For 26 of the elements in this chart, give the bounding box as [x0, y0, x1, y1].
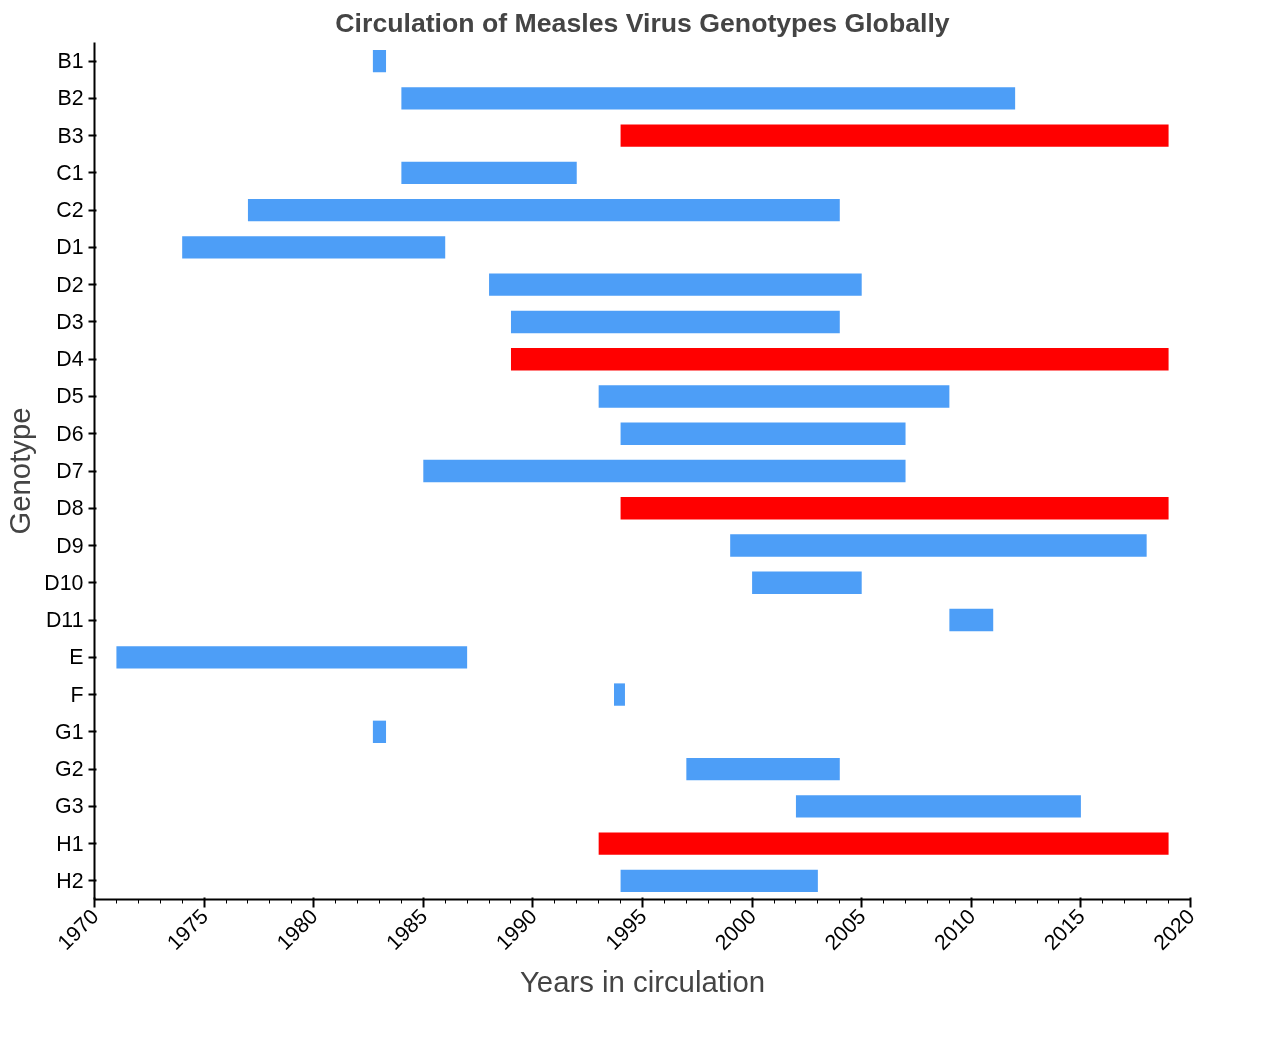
y-tick-label: D7: [56, 459, 84, 483]
y-tick-label: D10: [44, 570, 84, 595]
y-tick-label: C1: [56, 160, 84, 185]
y-axis-title: Genotype: [3, 407, 37, 535]
y-tick-label: D1: [56, 235, 84, 260]
y-tick-label: B1: [57, 49, 84, 74]
y-tick-label: E: [69, 645, 84, 670]
y-tick-label: D3: [56, 309, 84, 334]
y-tick-label: B2: [57, 86, 84, 111]
y-tick-label: H2: [56, 868, 84, 893]
y-tick-label: D5: [56, 384, 84, 409]
y-tick-label: B3: [57, 123, 84, 148]
x-axis-title: Years in circulation: [519, 964, 766, 998]
y-tick-label: C2: [56, 198, 84, 223]
y-tick-label: D8: [56, 496, 84, 521]
y-tick-label: D6: [56, 421, 84, 446]
y-tick-label: G2: [55, 757, 84, 782]
y-tick-label: H1: [56, 831, 84, 856]
y-tick-label: D9: [56, 533, 84, 558]
chart-title: Circulation of Measles Virus Genotypes Globally: [335, 7, 950, 38]
y-tick-label: D2: [56, 272, 84, 297]
y-tick-label: G3: [55, 794, 84, 819]
y-tick-label: D11: [45, 608, 84, 633]
y-tick-label: D4: [56, 347, 84, 372]
y-tick-label: G1: [55, 719, 84, 744]
y-tick-label: F: [70, 682, 84, 707]
